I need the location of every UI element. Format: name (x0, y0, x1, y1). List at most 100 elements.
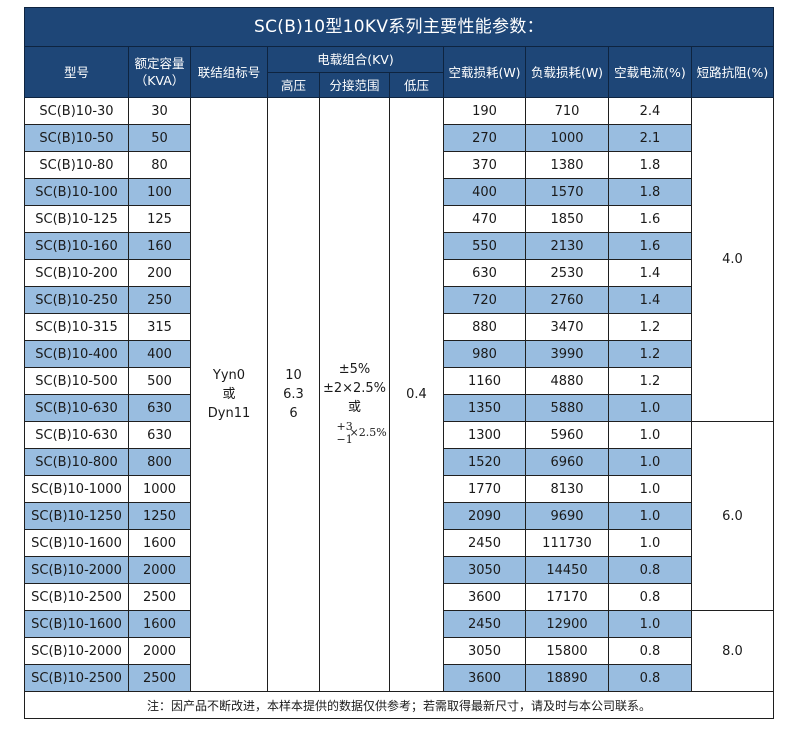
cell-load-loss: 111730 (525, 529, 609, 557)
cell-model: SC(B)10-1250 (24, 502, 129, 530)
cell-load-loss: 710 (525, 97, 609, 125)
header-capacity-line1: 额定容量 (134, 56, 185, 71)
cell-model: SC(B)10-1000 (24, 475, 129, 503)
cell-capacity: 630 (128, 394, 191, 422)
hv-line2: 6.3 (283, 387, 304, 402)
cell-no-load-loss: 2450 (443, 529, 526, 557)
cell-load-loss: 8130 (525, 475, 609, 503)
connection-line1: Yyn0 (212, 368, 246, 383)
cell-no-load-current: 2.4 (608, 97, 692, 125)
cell-model: SC(B)10-250 (24, 286, 129, 314)
cell-load-loss: 2760 (525, 286, 609, 314)
table-row: SC(B)10-2500 2500 3600 18890 0.8 (24, 664, 774, 692)
cell-model: SC(B)10-50 (24, 124, 129, 152)
cell-high-voltage: 10 6.3 6 (267, 97, 320, 692)
cell-no-load-current: 1.2 (608, 367, 692, 395)
cell-no-load-loss: 1160 (443, 367, 526, 395)
tap-line1: ±5% (338, 362, 371, 377)
cell-model: SC(B)10-400 (24, 340, 129, 368)
cell-load-loss: 6960 (525, 448, 609, 476)
cell-no-load-current: 1.0 (608, 448, 692, 476)
table-row: SC(B)10-30 30 Yyn0 或 Dyn11 10 6.3 6 ±5% ±2×2.5% 或 +… (24, 97, 774, 692)
cell-model: SC(B)10-125 (24, 205, 129, 233)
table-row: SC(B)10-160 160 550 2130 1.6 (24, 232, 774, 260)
table-row: SC(B)10-2000 2000 3050 15800 0.8 (24, 637, 774, 665)
spec-table-container: SC(B)10型10KV系列主要性能参数： 型号 额定容量 （KVA） 联结组标号… (24, 7, 774, 719)
cell-model: SC(B)10-315 (24, 313, 129, 341)
cell-load-loss: 3990 (525, 340, 609, 368)
cell-capacity: 1600 (128, 610, 191, 638)
tap-line3: 或 (347, 400, 361, 415)
table-title: SC(B)10型10KV系列主要性能参数： (24, 7, 774, 47)
cell-connection-group: Yyn0 或 Dyn11 (190, 97, 268, 692)
cell-capacity: 500 (128, 367, 191, 395)
cell-load-loss: 1850 (525, 205, 609, 233)
header-low-voltage: 低压 (389, 72, 444, 98)
cell-no-load-loss: 3050 (443, 637, 526, 665)
cell-load-loss: 2530 (525, 259, 609, 287)
header-impedance: 短路抗阻(%) (691, 46, 774, 98)
cell-capacity: 2500 (128, 583, 191, 611)
cell-no-load-current: 1.2 (608, 340, 692, 368)
table-row: SC(B)10-630 630 1300 5960 1.0 6.0 (24, 421, 774, 611)
header-capacity-line2: （KVA） (134, 73, 185, 88)
header-high-voltage: 高压 (267, 72, 320, 98)
cell-capacity: 50 (128, 124, 191, 152)
cell-no-load-loss: 270 (443, 124, 526, 152)
cell-load-loss: 1380 (525, 151, 609, 179)
cell-capacity: 80 (128, 151, 191, 179)
table-row: SC(B)10-50 50 270 1000 2.1 (24, 124, 774, 152)
cell-no-load-current: 1.2 (608, 313, 692, 341)
cell-no-load-loss: 2450 (443, 610, 526, 638)
cell-model: SC(B)10-2000 (24, 556, 129, 584)
connection-line2: 或 (222, 387, 236, 402)
table-row: SC(B)10-500 500 1160 4880 1.2 (24, 367, 774, 395)
cell-model: SC(B)10-500 (24, 367, 129, 395)
cell-no-load-current: 0.8 (608, 664, 692, 692)
cell-no-load-current: 1.6 (608, 205, 692, 233)
cell-model: SC(B)10-630 (24, 421, 129, 449)
table-row: SC(B)10-1600 1600 2450 12900 1.0 8.0 (24, 610, 774, 692)
cell-load-loss: 5880 (525, 394, 609, 422)
header-no-load-current: 空载电流(%) (608, 46, 692, 98)
header-connection: 联结组标号 (190, 46, 268, 98)
tap-minus: −1 (336, 433, 353, 446)
cell-capacity: 315 (128, 313, 191, 341)
cell-model: SC(B)10-30 (24, 97, 129, 125)
cell-no-load-loss: 1770 (443, 475, 526, 503)
table-row: SC(B)10-400 400 980 3990 1.2 (24, 340, 774, 368)
table-body: SC(B)10-30 30 Yyn0 或 Dyn11 10 6.3 6 ±5% ±2×2.5% 或 +… (24, 97, 774, 692)
cell-capacity: 200 (128, 259, 191, 287)
header-voltage-group: 电载组合(KV) (267, 46, 444, 73)
cell-no-load-loss: 3600 (443, 664, 526, 692)
cell-no-load-current: 1.8 (608, 178, 692, 206)
cell-capacity: 250 (128, 286, 191, 314)
cell-no-load-current: 1.4 (608, 259, 692, 287)
cell-no-load-loss: 980 (443, 340, 526, 368)
cell-no-load-loss: 190 (443, 97, 526, 125)
cell-no-load-loss: 720 (443, 286, 526, 314)
table-row: SC(B)10-200 200 630 2530 1.4 (24, 259, 774, 287)
cell-load-loss: 9690 (525, 502, 609, 530)
cell-model: SC(B)10-2000 (24, 637, 129, 665)
tap-line2: ±2×2.5% (322, 381, 387, 396)
tap-formula: +3 −1 ×2.5% (325, 417, 387, 446)
cell-load-loss: 5960 (525, 421, 609, 449)
cell-load-loss: 3470 (525, 313, 609, 341)
table-row: SC(B)10-250 250 720 2760 1.4 (24, 286, 774, 314)
cell-no-load-current: 1.0 (608, 610, 692, 638)
cell-low-voltage: 0.4 (389, 97, 444, 692)
tap-plus: +3 (336, 420, 353, 433)
cell-load-loss: 12900 (525, 610, 609, 638)
cell-model: SC(B)10-1600 (24, 529, 129, 557)
cell-no-load-loss: 1350 (443, 394, 526, 422)
cell-no-load-loss: 2090 (443, 502, 526, 530)
cell-load-loss: 18890 (525, 664, 609, 692)
cell-no-load-current: 1.8 (608, 151, 692, 179)
table-row: SC(B)10-315 315 880 3470 1.2 (24, 313, 774, 341)
spec-table: SC(B)10型10KV系列主要性能参数： 型号 额定容量 （KVA） 联结组标号… (24, 7, 774, 719)
cell-capacity: 2000 (128, 637, 191, 665)
cell-no-load-loss: 1300 (443, 421, 526, 449)
table-row: SC(B)10-100 100 400 1570 1.8 (24, 178, 774, 206)
cell-no-load-current: 0.8 (608, 556, 692, 584)
